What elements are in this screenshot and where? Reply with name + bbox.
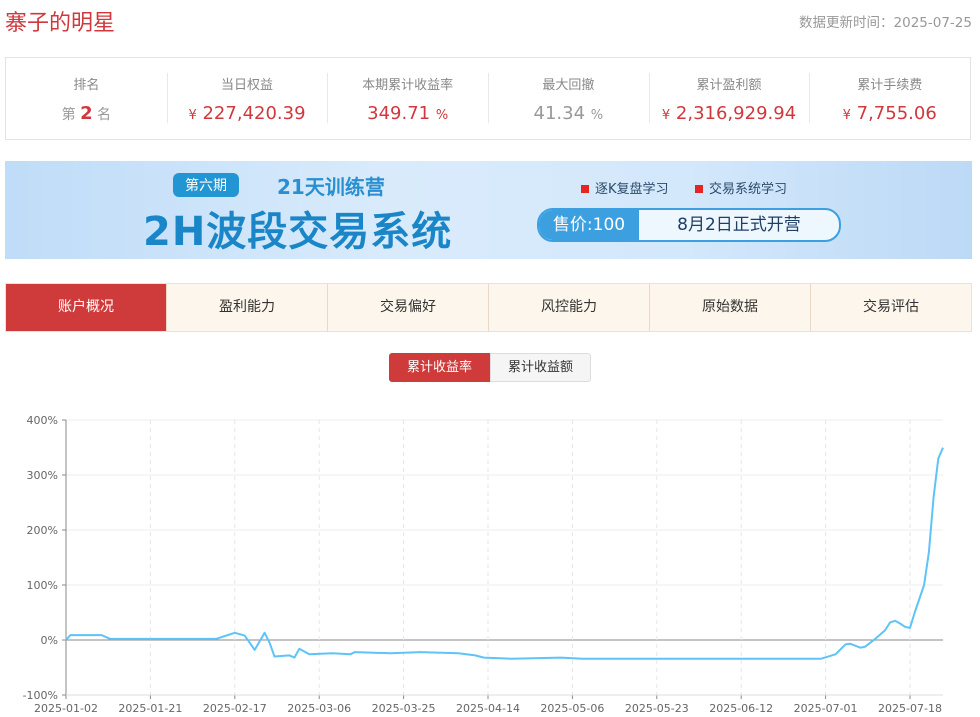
x-tick-label: 2025-04-14 — [456, 702, 520, 715]
stat-value: 41.34 — [533, 103, 586, 124]
stat-value: 2 — [80, 103, 93, 124]
page-title: 寨子的明星 — [5, 11, 116, 36]
stat-label: 当日权益 — [221, 78, 274, 93]
y-tick-label: 0% — [41, 634, 58, 647]
x-tick-label: 2025-07-18 — [878, 702, 942, 715]
x-tick-label: 2025-07-01 — [794, 702, 858, 715]
x-tick-label: 2025-01-21 — [118, 702, 182, 715]
stat-fees: 累计手续费 ¥ 7,755.06 — [809, 58, 970, 139]
stat-value: 2,316,929.94 — [675, 103, 797, 124]
y-tick-label: 200% — [27, 524, 58, 537]
banner-headline: 2H波段交易系统 — [143, 209, 453, 255]
x-tick-label: 2025-05-23 — [625, 702, 689, 715]
tab-risk-control[interactable]: 风控能力 — [488, 284, 649, 331]
stat-return-rate: 本期累计收益率 349.71 % — [327, 58, 488, 139]
stat-rank: 排名第 2 名 — [6, 58, 167, 139]
tab-trade-evaluation[interactable]: 交易评估 — [810, 284, 971, 331]
stat-prefix: ¥ — [842, 108, 851, 123]
tab-profitability[interactable]: 盈利能力 — [166, 284, 327, 331]
x-tick-label: 2025-03-25 — [372, 702, 436, 715]
stat-value: 227,420.39 — [202, 103, 306, 124]
stat-label: 排名 — [73, 78, 100, 93]
cumulative-return-amount-button[interactable]: 累计收益额 — [490, 353, 591, 382]
x-tick-label: 2025-05-06 — [540, 702, 604, 715]
banner-open-date: 8月2日正式开营 — [677, 215, 801, 235]
banner-point: 交易系统学习 — [695, 178, 787, 197]
stat-label: 累计手续费 — [857, 78, 923, 93]
y-tick-label: 100% — [27, 579, 58, 592]
x-tick-label: 2025-03-06 — [287, 702, 351, 715]
update-time: 数据更新时间：2025-07-25 — [799, 15, 972, 31]
tab-account-overview[interactable]: 账户概况 — [6, 284, 166, 331]
cumulative-return-rate-button[interactable]: 累计收益率 — [389, 353, 490, 382]
banner-tag: 第六期 — [173, 173, 239, 197]
y-tick-label: 300% — [27, 469, 58, 482]
tab-bar: 账户概况 盈利能力 交易偏好 风控能力 原始数据 交易评估 — [5, 283, 972, 332]
stats-panel: 排名第 2 名 当日权益 ¥ 227,420.39 本期累计收益率 349.71 %… — [5, 57, 971, 140]
stat-prefix: 第 — [61, 107, 76, 123]
stat-label: 最大回撤 — [542, 78, 595, 93]
stat-max-drawdown: 最大回撤 41.34 % — [488, 58, 649, 139]
chart-mode-toggle: 累计收益率 累计收益额 — [389, 353, 591, 382]
return-chart: -100% 0% 100% 200% 300% 400% 2025-01-02 2025-01… — [23, 414, 944, 715]
stat-prefix: ¥ — [188, 108, 197, 123]
stat-prefix: ¥ — [661, 108, 671, 123]
return-rate-line — [65, 447, 944, 660]
promo-banner[interactable]: 第六期 21天训练营 2H波段交易系统 逐K复盘学习 交易系统学习 售价:100… — [5, 161, 972, 259]
stat-label: 本期累计收益率 — [362, 78, 454, 93]
x-tick-label: 2025-01-02 — [34, 702, 98, 715]
tab-raw-data[interactable]: 原始数据 — [649, 284, 810, 331]
banner-point: 逐K复盘学习 — [581, 178, 669, 197]
y-tick-label: -100% — [23, 689, 58, 702]
stat-value: 349.71 — [367, 103, 431, 124]
stat-profit: 累计盈利额 ¥ 2,316,929.94 — [648, 58, 810, 139]
stat-suffix: 名 — [97, 107, 112, 123]
stat-value: 7,755.06 — [856, 103, 937, 124]
x-tick-label: 2025-02-17 — [203, 702, 267, 715]
banner-price-pill: 售价:100 8月2日正式开营 — [537, 208, 841, 242]
y-tick-label: 400% — [27, 414, 58, 427]
stat-equity: 当日权益 ¥ 227,420.39 — [166, 58, 328, 139]
x-tick-label: 2025-06-12 — [709, 702, 773, 715]
stat-label: 累计盈利额 — [696, 78, 762, 93]
banner-price: 售价:100 — [539, 210, 639, 240]
stat-suffix: % — [435, 108, 449, 123]
banner-subtitle: 21天训练营 — [277, 175, 385, 199]
tab-trading-preference[interactable]: 交易偏好 — [327, 284, 488, 331]
stat-suffix: % — [590, 108, 604, 123]
